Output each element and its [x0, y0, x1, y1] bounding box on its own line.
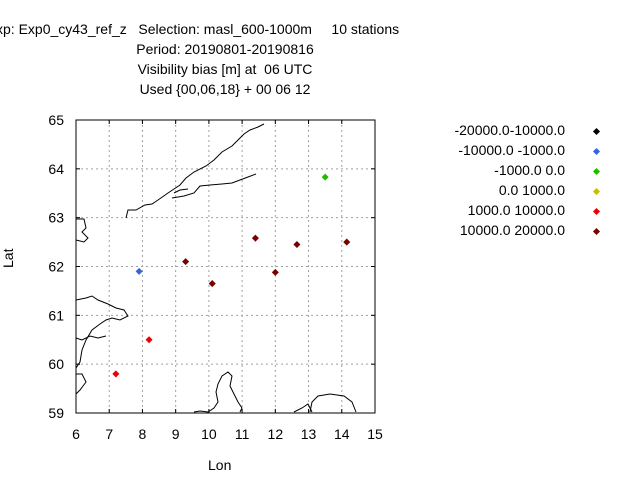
data-point [321, 173, 329, 181]
y-tick-label: 65 [48, 112, 64, 128]
data-point [293, 240, 301, 249]
legend-entry-label: 0.0 1000.0 [498, 182, 565, 198]
coastline-map [75, 123, 357, 413]
y-tick-label: 59 [48, 405, 64, 421]
x-tick-label: 14 [334, 426, 350, 442]
x-axis-ticks: 6 7 8 9 10 11 12 13 14 15 [72, 120, 383, 442]
chart-title-line-3: Visibility bias [m] at 06 UTC [137, 61, 313, 77]
data-point [271, 268, 279, 276]
x-tick-label: 12 [268, 426, 284, 442]
x-tick-label: 13 [301, 426, 317, 442]
chart-title-line-2: Period: 20190801-20190816 [136, 41, 314, 57]
legend-entry-label: 10000.0 20000.0 [459, 222, 565, 238]
data-point [343, 238, 351, 246]
y-tick-label: 64 [48, 161, 64, 177]
data-point [135, 267, 143, 275]
y-axis-label: Lat [0, 248, 16, 268]
data-points [112, 173, 351, 378]
x-tick-label: 11 [235, 426, 250, 442]
x-tick-label: 10 [201, 426, 217, 442]
data-point [182, 258, 190, 266]
grid-lines [76, 120, 375, 413]
y-tick-label: 62 [48, 259, 64, 275]
y-tick-label: 63 [48, 210, 64, 226]
y-tick-label: 61 [48, 307, 64, 323]
plot-border [75, 119, 376, 414]
x-tick-label: 9 [172, 426, 180, 442]
plot-frame [75, 119, 376, 414]
data-point [251, 234, 259, 242]
x-axis-label: Lon [208, 457, 232, 473]
legend-entry-label: -20000.0-10000.0 [454, 122, 565, 138]
y-tick-label: 60 [48, 356, 64, 372]
chart-title-line-1: xp: Exp0_cy43_ref_z Selection: masl_600-… [0, 21, 400, 37]
x-tick-label: 7 [105, 426, 113, 442]
legend-entry-label: 1000.0 10000.0 [467, 202, 565, 218]
chart-title-line-4: Used {00,06,18} + 00 06 12 [139, 81, 311, 97]
x-tick-label: 6 [72, 426, 80, 442]
y-axis-ticks: 59 60 61 62 63 64 65 [48, 112, 375, 421]
data-point [208, 280, 216, 288]
data-point [112, 370, 120, 378]
data-point [145, 336, 153, 344]
legend-entry-label: -10000.0 -1000.0 [458, 142, 565, 158]
x-tick-label: 8 [139, 426, 147, 442]
x-tick-label: 15 [367, 426, 383, 442]
legend-entry-label: -1000.0 0.0 [494, 162, 565, 178]
